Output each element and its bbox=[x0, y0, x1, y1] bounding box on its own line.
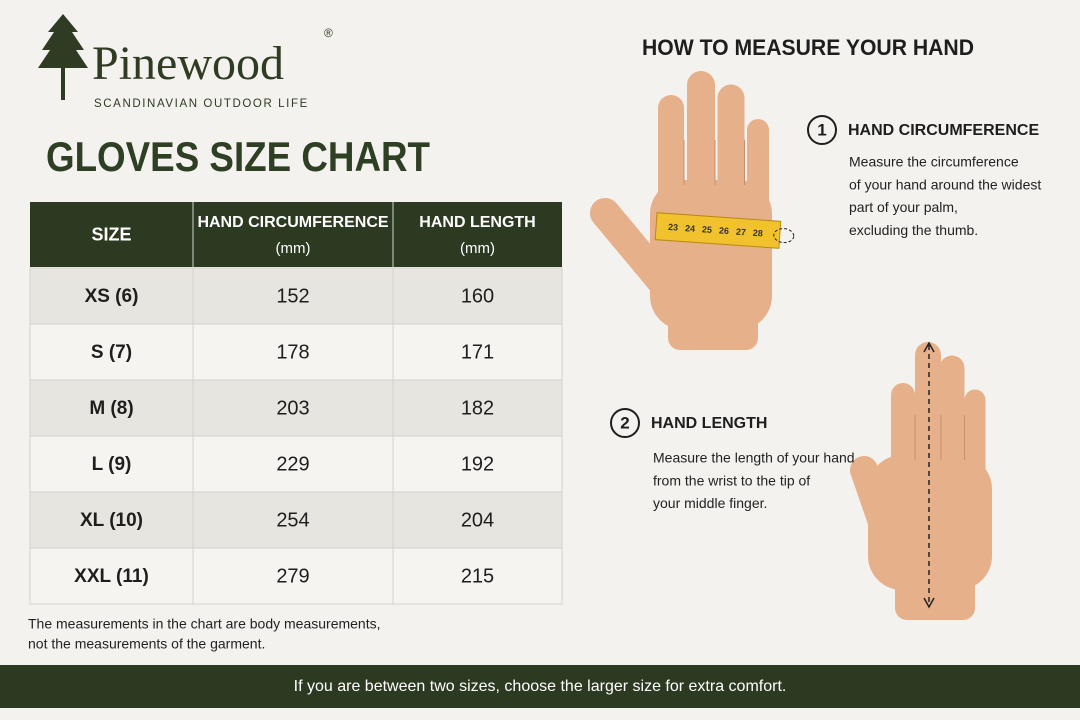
tape-label: 24 bbox=[685, 223, 696, 234]
column-unit: (mm) bbox=[460, 240, 495, 257]
hand-palm bbox=[868, 455, 992, 590]
step-text: Measure the length of your hand bbox=[653, 450, 855, 466]
brand-name: Pinewood bbox=[92, 37, 284, 90]
size-label: M (8) bbox=[89, 398, 133, 419]
cell-value: 204 bbox=[461, 509, 494, 531]
tree-crown bbox=[38, 14, 88, 68]
note-line: The measurements in the chart are body m… bbox=[28, 616, 381, 632]
tape-label: 26 bbox=[719, 225, 730, 236]
tape-band bbox=[654, 212, 782, 249]
length-arrow-top bbox=[923, 341, 935, 353]
table-header-bg bbox=[30, 202, 562, 267]
step-badge bbox=[807, 115, 837, 145]
step-number: 2 bbox=[620, 413, 629, 432]
step-heading: HAND LENGTH bbox=[651, 415, 767, 432]
cell-value: 178 bbox=[276, 341, 309, 363]
tape-label: 23 bbox=[668, 222, 679, 233]
cell-value: 203 bbox=[276, 397, 309, 419]
table-row-bg bbox=[29, 547, 563, 605]
tape-label: 27 bbox=[736, 227, 747, 238]
footer-text: If you are between two sizes, choose the… bbox=[294, 678, 787, 695]
step-text: of your hand around the widest bbox=[849, 176, 1041, 192]
hand-palm bbox=[650, 180, 772, 330]
tape-label: 28 bbox=[753, 228, 764, 239]
cell-value: 254 bbox=[276, 509, 309, 531]
step-text: Measure the circumference bbox=[849, 154, 1019, 170]
size-label: XS (6) bbox=[85, 286, 139, 307]
step-number: 1 bbox=[817, 120, 826, 139]
column-header: HAND LENGTH bbox=[419, 214, 535, 231]
tape-label: 25 bbox=[702, 224, 713, 235]
note-line: not the measurements of the garment. bbox=[28, 636, 265, 652]
cell-value: 160 bbox=[461, 285, 494, 307]
step-text: part of your palm, bbox=[849, 199, 958, 215]
chart-title: GLOVES SIZE CHART bbox=[46, 133, 430, 180]
hand-illustration bbox=[850, 342, 992, 620]
column-header: HAND CIRCUMFERENCE bbox=[197, 214, 388, 231]
cell-value: 192 bbox=[461, 453, 494, 475]
size-label: L (9) bbox=[92, 454, 132, 475]
measuring-tape: 23 24 25 26 27 28 bbox=[654, 212, 795, 249]
size-label: XL (10) bbox=[80, 510, 143, 531]
step-text: excluding the thumb. bbox=[849, 222, 978, 238]
cell-value: 215 bbox=[461, 565, 494, 587]
guide-title: HOW TO MEASURE YOUR HAND bbox=[642, 35, 974, 60]
table-row-bg bbox=[29, 435, 563, 493]
step-text: your middle finger. bbox=[653, 495, 767, 511]
size-label: XXL (11) bbox=[74, 566, 149, 587]
step-heading: HAND CIRCUMFERENCE bbox=[848, 122, 1039, 139]
table-row-bg bbox=[29, 379, 563, 437]
table-row-bg bbox=[29, 491, 563, 549]
step-badge bbox=[610, 408, 640, 438]
cell-value: 229 bbox=[276, 453, 309, 475]
cell-value: 171 bbox=[461, 341, 494, 363]
cell-value: 182 bbox=[461, 397, 494, 419]
table-row-bg bbox=[29, 267, 563, 325]
footer-bar bbox=[0, 665, 1080, 708]
brand-tagline: SCANDINAVIAN OUTDOOR LIFE bbox=[94, 98, 309, 110]
cell-value: 279 bbox=[276, 565, 309, 587]
size-label: S (7) bbox=[91, 342, 132, 363]
cell-value: 152 bbox=[276, 285, 309, 307]
table-row-bg bbox=[29, 323, 563, 381]
tree-trunk bbox=[61, 60, 65, 100]
tape-loop bbox=[773, 228, 795, 244]
logo-icon bbox=[38, 14, 88, 100]
column-unit: (mm) bbox=[276, 240, 311, 257]
brand-mark: ® bbox=[324, 26, 333, 40]
step-text: from the wrist to the tip of bbox=[653, 472, 810, 488]
length-arrow-bottom bbox=[923, 597, 935, 609]
column-header: SIZE bbox=[91, 224, 131, 244]
